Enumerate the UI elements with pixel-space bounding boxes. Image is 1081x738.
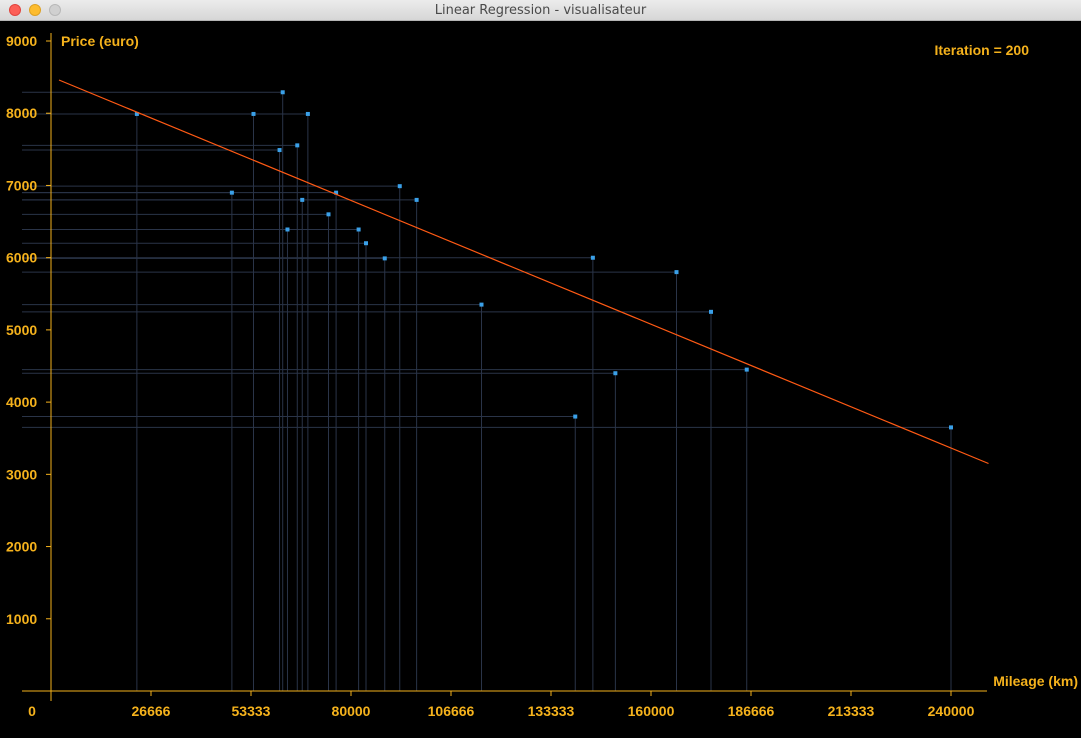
data-point [364, 241, 368, 246]
data-point [573, 414, 578, 419]
y-tick-label: 1000 [6, 611, 37, 627]
data-point [382, 256, 387, 261]
x-tick-label: 160000 [628, 703, 675, 719]
y-tick-label: 8000 [6, 105, 37, 121]
y-tick-label: 7000 [6, 177, 37, 193]
data-point [280, 90, 285, 95]
x-tick-label: 80000 [332, 703, 371, 719]
x-axis-ticks: 0 26666 53333 80000 106666 133333 160000 186666… [28, 691, 975, 719]
data-point [674, 270, 679, 275]
guide-lines [22, 91, 952, 691]
data-point [134, 111, 139, 116]
regression-line [58, 79, 989, 465]
y-tick-label: 6000 [6, 250, 37, 266]
data-point [251, 111, 256, 116]
minimize-window-button[interactable] [29, 4, 41, 16]
y-tick-label: 3000 [6, 466, 37, 482]
y-tick-label: 5000 [6, 322, 37, 338]
data-point [949, 425, 953, 430]
axes [22, 33, 987, 701]
data-point [300, 197, 305, 202]
x-axis-label: Mileage (km) [993, 673, 1078, 689]
data-point [590, 255, 595, 260]
regression-line-group [58, 79, 989, 465]
data-point [356, 227, 361, 232]
y-axis-label: Price (euro) [61, 33, 139, 49]
x-tick-label: 240000 [928, 703, 975, 719]
data-point [277, 148, 282, 153]
data-point [326, 212, 331, 217]
data-point [479, 302, 484, 307]
x-tick-label: 53333 [232, 703, 271, 719]
data-point [334, 190, 339, 195]
data-point [709, 309, 713, 314]
data-point [285, 227, 290, 232]
x-tick-label: 186666 [728, 703, 775, 719]
y-tick-label: 4000 [6, 394, 37, 410]
data-point [295, 143, 300, 148]
window-title: Linear Regression - visualisateur [434, 3, 647, 18]
data-point [613, 371, 618, 376]
x-tick-label: 0 [28, 703, 36, 719]
y-tick-label: 9000 [6, 33, 37, 49]
data-point [397, 184, 402, 189]
data-point [744, 367, 749, 372]
data-point [414, 197, 419, 202]
scatter-chart: 0 26666 53333 80000 106666 133333 160000 186666… [6, 33, 1078, 719]
x-tick-label: 26666 [132, 703, 171, 719]
x-tick-label: 106666 [428, 703, 475, 719]
x-tick-label: 133333 [528, 703, 575, 719]
maximize-window-button[interactable] [49, 4, 61, 16]
data-point [305, 111, 310, 116]
window-titlebar: Linear Regression - visualisateur [0, 0, 1081, 21]
y-axis-ticks: 1000 2000 3000 4000 5000 6000 7000 8000 9000 [6, 33, 51, 627]
data-points [134, 90, 953, 430]
x-tick-label: 213333 [828, 703, 875, 719]
y-tick-label: 2000 [6, 539, 37, 555]
data-point [229, 190, 234, 195]
iteration-counter: Iteration = 200 [934, 42, 1029, 58]
close-window-button[interactable] [9, 4, 21, 16]
